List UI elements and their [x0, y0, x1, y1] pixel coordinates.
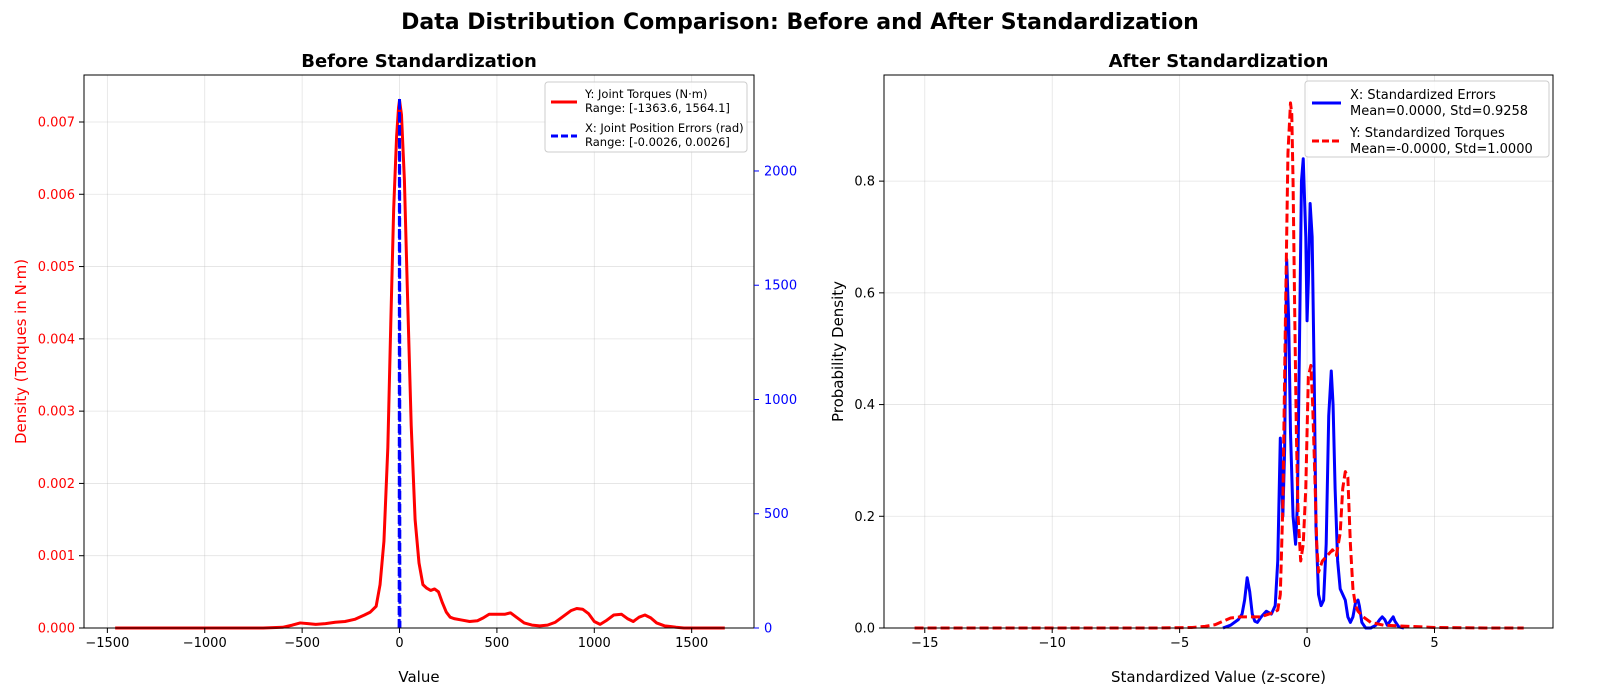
series-line-0: [115, 98, 725, 630]
x-tick-label: −500: [284, 636, 320, 651]
plot-frame: [883, 74, 1554, 629]
plot-frame: [83, 74, 755, 629]
y-tick-label: 0.0: [854, 622, 875, 637]
y-right-tick-label: 1000: [764, 393, 797, 408]
series-line-1: [397, 96, 402, 629]
legend-label-0: Y: Joint Torques (N·m): [584, 87, 707, 101]
y-right-tick-label: 2000: [764, 164, 797, 179]
x-tick-label: 5: [1430, 636, 1438, 651]
y-left-tick-label: 0.006: [38, 188, 75, 203]
series-line-1: [914, 101, 1524, 630]
y-left-tick-label: 0.001: [38, 549, 75, 564]
y-left-tick-label: 0.003: [38, 405, 75, 420]
series-line-0: [1222, 157, 1405, 630]
x-tick-label: −1000: [183, 636, 227, 651]
y-left-tick-label: 0.000: [38, 622, 75, 637]
chart-before-standardization: −1500 −1000 −500 0 500 1000 1500 0.000 0.001 0.00…: [12, 51, 797, 686]
legend-range-0: Range: [-1363.6, 1564.1]: [585, 101, 730, 115]
x-tick-label: −10: [1038, 636, 1065, 651]
y-left-tick-label: 0.007: [38, 115, 75, 130]
legend-label-0: X: Standardized Errors: [1350, 88, 1496, 103]
chart-after-standardization: −15 −10 −5 0 5 0.0 0.2 0.4 0.6 0.8 After Standardi…: [829, 51, 1554, 686]
x-tick-label: 0: [395, 636, 403, 651]
legend-range-1: Range: [-0.0026, 0.0026]: [585, 135, 730, 149]
legend-stats-0: Mean=0.0000, Std=0.9258: [1350, 104, 1528, 119]
y-tick-label: 0.2: [854, 510, 875, 525]
x-axis-label: Standardized Value (z-score): [1111, 668, 1326, 686]
y-left-tick-label: 0.005: [38, 260, 75, 275]
x-axis-label: Value: [398, 668, 439, 686]
figure-title: Data Distribution Comparison: Before and…: [401, 10, 1199, 35]
y-axis-label: Probability Density: [829, 281, 847, 422]
x-tick-label: 1000: [578, 636, 611, 651]
y-left-tick-label: 0.002: [38, 477, 75, 492]
chart-title: After Standardization: [1109, 51, 1329, 72]
legend-box: [1304, 80, 1550, 158]
x-tick-label: 1500: [675, 636, 708, 651]
x-tick-label: −1500: [85, 636, 129, 651]
x-tick-label: −5: [1170, 636, 1189, 651]
y-tick-label: 0.6: [854, 286, 875, 301]
legend-label-1: X: Joint Position Errors (rad): [585, 121, 744, 135]
chart-title: Before Standardization: [301, 51, 537, 72]
x-tick-label: 0: [1303, 636, 1311, 651]
x-tick-label: 500: [484, 636, 509, 651]
x-tick-label: −15: [911, 636, 938, 651]
legend-label-1: Y: Standardized Torques: [1349, 126, 1505, 141]
legend-box: [544, 81, 748, 153]
y-tick-label: 0.4: [854, 398, 875, 413]
legend-stats-1: Mean=-0.0000, Std=1.0000: [1350, 142, 1533, 157]
y-left-tick-label: 0.004: [38, 332, 75, 347]
y-right-tick-label: 1500: [764, 279, 797, 294]
y-right-tick-label: 0: [764, 622, 772, 637]
y-axis-label-left: Density (Torques in N·m): [12, 259, 30, 444]
y-tick-label: 0.8: [854, 175, 875, 190]
y-right-tick-label: 500: [764, 507, 789, 522]
